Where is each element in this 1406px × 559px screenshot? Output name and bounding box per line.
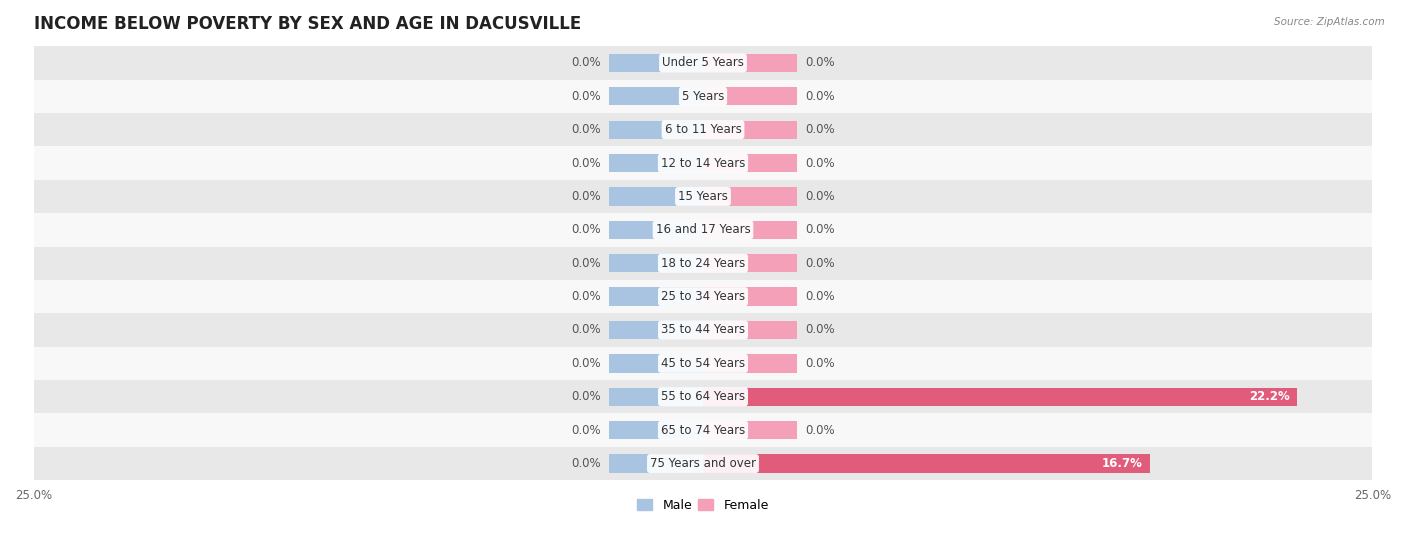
- Text: 0.0%: 0.0%: [572, 390, 602, 403]
- Text: 0.0%: 0.0%: [804, 357, 834, 370]
- Text: 25 to 34 Years: 25 to 34 Years: [661, 290, 745, 303]
- Bar: [703, 154, 797, 172]
- Text: 35 to 44 Years: 35 to 44 Years: [661, 324, 745, 337]
- Text: 18 to 24 Years: 18 to 24 Years: [661, 257, 745, 270]
- Bar: [34, 180, 1372, 213]
- Bar: [34, 213, 1372, 247]
- Text: INCOME BELOW POVERTY BY SEX AND AGE IN DACUSVILLE: INCOME BELOW POVERTY BY SEX AND AGE IN D…: [34, 15, 581, 33]
- Text: 0.0%: 0.0%: [804, 224, 834, 236]
- Bar: [703, 287, 797, 306]
- Text: 0.0%: 0.0%: [572, 123, 602, 136]
- Text: 0.0%: 0.0%: [804, 424, 834, 437]
- Text: 0.0%: 0.0%: [572, 357, 602, 370]
- Bar: [34, 247, 1372, 280]
- Text: 15 Years: 15 Years: [678, 190, 728, 203]
- Text: 0.0%: 0.0%: [572, 157, 602, 169]
- Text: 22.2%: 22.2%: [1249, 390, 1289, 403]
- Bar: [703, 254, 797, 272]
- Bar: [609, 154, 703, 172]
- Bar: [609, 287, 703, 306]
- Bar: [609, 454, 703, 473]
- Bar: [609, 421, 703, 439]
- Bar: [34, 79, 1372, 113]
- Text: 16.7%: 16.7%: [1101, 457, 1142, 470]
- Text: 0.0%: 0.0%: [572, 257, 602, 270]
- Bar: [34, 146, 1372, 180]
- Text: 45 to 54 Years: 45 to 54 Years: [661, 357, 745, 370]
- Text: 12 to 14 Years: 12 to 14 Years: [661, 157, 745, 169]
- Text: 0.0%: 0.0%: [572, 90, 602, 103]
- Text: 6 to 11 Years: 6 to 11 Years: [665, 123, 741, 136]
- Text: 0.0%: 0.0%: [572, 56, 602, 69]
- Bar: [703, 87, 797, 106]
- Text: 0.0%: 0.0%: [572, 424, 602, 437]
- Text: 5 Years: 5 Years: [682, 90, 724, 103]
- Bar: [609, 187, 703, 206]
- Text: 0.0%: 0.0%: [804, 290, 834, 303]
- Text: 0.0%: 0.0%: [572, 457, 602, 470]
- Text: 0.0%: 0.0%: [804, 324, 834, 337]
- Text: 0.0%: 0.0%: [804, 190, 834, 203]
- Text: 0.0%: 0.0%: [572, 324, 602, 337]
- Bar: [703, 54, 797, 72]
- Text: 0.0%: 0.0%: [804, 157, 834, 169]
- Bar: [609, 87, 703, 106]
- Bar: [703, 387, 1298, 406]
- Text: 0.0%: 0.0%: [804, 56, 834, 69]
- Bar: [609, 387, 703, 406]
- Bar: [703, 421, 797, 439]
- Bar: [609, 254, 703, 272]
- Text: 0.0%: 0.0%: [572, 224, 602, 236]
- Bar: [34, 313, 1372, 347]
- Text: 0.0%: 0.0%: [572, 290, 602, 303]
- Bar: [34, 347, 1372, 380]
- Bar: [34, 414, 1372, 447]
- Bar: [34, 280, 1372, 313]
- Bar: [609, 354, 703, 372]
- Bar: [34, 113, 1372, 146]
- Bar: [703, 187, 797, 206]
- Text: 16 and 17 Years: 16 and 17 Years: [655, 224, 751, 236]
- Legend: Male, Female: Male, Female: [633, 494, 773, 517]
- Bar: [703, 354, 797, 372]
- Bar: [609, 221, 703, 239]
- Bar: [703, 321, 797, 339]
- Bar: [34, 46, 1372, 79]
- Text: Under 5 Years: Under 5 Years: [662, 56, 744, 69]
- Bar: [34, 380, 1372, 414]
- Text: 0.0%: 0.0%: [572, 190, 602, 203]
- Bar: [703, 221, 797, 239]
- Bar: [609, 121, 703, 139]
- Text: Source: ZipAtlas.com: Source: ZipAtlas.com: [1274, 17, 1385, 27]
- Text: 75 Years and over: 75 Years and over: [650, 457, 756, 470]
- Text: 55 to 64 Years: 55 to 64 Years: [661, 390, 745, 403]
- Bar: [703, 454, 1150, 473]
- Bar: [703, 121, 797, 139]
- Text: 0.0%: 0.0%: [804, 257, 834, 270]
- Bar: [34, 447, 1372, 480]
- Bar: [609, 321, 703, 339]
- Bar: [609, 54, 703, 72]
- Text: 0.0%: 0.0%: [804, 90, 834, 103]
- Text: 65 to 74 Years: 65 to 74 Years: [661, 424, 745, 437]
- Text: 0.0%: 0.0%: [804, 123, 834, 136]
